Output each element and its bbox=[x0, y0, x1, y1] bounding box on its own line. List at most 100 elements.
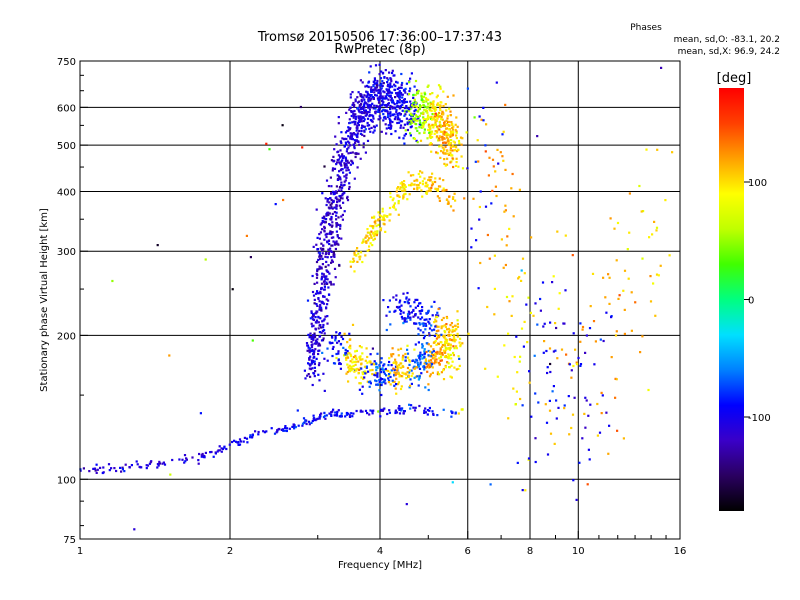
echo-point bbox=[430, 351, 434, 354]
echo-point bbox=[381, 95, 384, 98]
echo-point bbox=[439, 85, 442, 88]
echo-point bbox=[393, 83, 396, 86]
echo-point bbox=[519, 355, 522, 358]
echo-point bbox=[293, 427, 296, 430]
echo-point bbox=[616, 429, 619, 432]
echo-point bbox=[424, 328, 427, 331]
echo-point bbox=[324, 315, 327, 318]
echo-point bbox=[339, 227, 342, 230]
echo-point bbox=[431, 357, 434, 360]
echo-point bbox=[435, 189, 439, 192]
echo-point bbox=[335, 218, 338, 221]
echo-point bbox=[348, 338, 351, 341]
echo-point bbox=[405, 317, 408, 320]
echo-point bbox=[353, 104, 356, 107]
echo-point bbox=[438, 125, 441, 128]
echo-point bbox=[448, 195, 451, 198]
echo-point bbox=[364, 254, 367, 257]
echo-point bbox=[373, 234, 376, 238]
echo-point bbox=[407, 310, 410, 313]
echo-point bbox=[327, 252, 330, 255]
echo-point bbox=[414, 367, 417, 370]
echo-point bbox=[333, 255, 336, 258]
echo-point bbox=[380, 409, 383, 412]
echo-point bbox=[397, 306, 400, 309]
echo-point bbox=[337, 237, 341, 240]
echo-point bbox=[336, 151, 339, 154]
echo-point bbox=[433, 132, 436, 135]
echo-point bbox=[365, 95, 368, 99]
echo-point bbox=[433, 362, 436, 365]
echo-point bbox=[439, 359, 442, 362]
echo-point bbox=[439, 125, 443, 128]
echo-point bbox=[442, 90, 445, 93]
echo-point bbox=[318, 362, 321, 365]
echo-point bbox=[374, 230, 377, 233]
echo-point bbox=[102, 466, 105, 469]
echo-point bbox=[366, 249, 369, 252]
echo-point bbox=[432, 126, 435, 129]
echo-point bbox=[385, 105, 388, 108]
echo-point bbox=[627, 277, 630, 280]
echo-point bbox=[419, 181, 422, 184]
echo-point bbox=[387, 369, 390, 373]
echo-point bbox=[594, 340, 597, 343]
echo-point bbox=[223, 446, 226, 449]
echo-point bbox=[380, 87, 383, 90]
echo-point bbox=[438, 357, 441, 360]
echo-point bbox=[311, 274, 314, 278]
echo-point bbox=[356, 368, 359, 371]
echo-point bbox=[358, 143, 361, 146]
echo-point bbox=[322, 337, 325, 340]
echo-point bbox=[301, 424, 304, 427]
echo-point bbox=[382, 381, 385, 384]
echo-point bbox=[346, 199, 350, 202]
echo-point bbox=[433, 321, 436, 324]
echo-point bbox=[610, 356, 613, 359]
echo-point bbox=[345, 358, 348, 361]
echo-point bbox=[572, 479, 575, 482]
echo-point bbox=[649, 275, 652, 278]
echo-point bbox=[421, 322, 424, 325]
echo-point bbox=[564, 289, 567, 292]
echo-point bbox=[291, 425, 294, 428]
echo-point bbox=[430, 363, 434, 366]
echo-point bbox=[424, 361, 427, 364]
echo-point bbox=[364, 151, 367, 154]
echo-point bbox=[344, 165, 347, 168]
echo-point bbox=[366, 235, 369, 238]
echo-point bbox=[419, 105, 422, 109]
echo-point bbox=[402, 137, 405, 140]
echo-point bbox=[422, 124, 425, 127]
echo-point bbox=[552, 350, 555, 353]
echo-point bbox=[430, 150, 433, 153]
echo-point bbox=[451, 325, 454, 328]
echo-point bbox=[410, 104, 414, 107]
echo-point bbox=[367, 96, 371, 99]
echo-point bbox=[477, 160, 480, 163]
echo-point bbox=[404, 185, 407, 188]
phases-title: Phases bbox=[630, 23, 662, 33]
echo-point bbox=[369, 118, 372, 122]
echo-point bbox=[642, 210, 645, 213]
echo-point bbox=[414, 79, 418, 83]
echo-point bbox=[353, 109, 356, 113]
echo-point bbox=[305, 422, 308, 426]
echo-point bbox=[398, 195, 401, 198]
echo-point bbox=[401, 103, 404, 106]
echo-point bbox=[368, 245, 371, 248]
echo-point bbox=[339, 367, 342, 370]
echo-point bbox=[320, 266, 323, 269]
echo-point bbox=[329, 203, 332, 207]
echo-point bbox=[452, 345, 455, 348]
echo-point bbox=[379, 117, 382, 120]
echo-point bbox=[451, 328, 454, 331]
echo-point bbox=[415, 123, 418, 126]
echo-point bbox=[455, 146, 458, 149]
echo-point bbox=[242, 440, 245, 443]
echo-point bbox=[553, 442, 556, 445]
echo-point bbox=[360, 367, 363, 370]
echo-point bbox=[376, 79, 379, 83]
echo-point bbox=[340, 184, 343, 187]
echo-point bbox=[402, 183, 405, 186]
